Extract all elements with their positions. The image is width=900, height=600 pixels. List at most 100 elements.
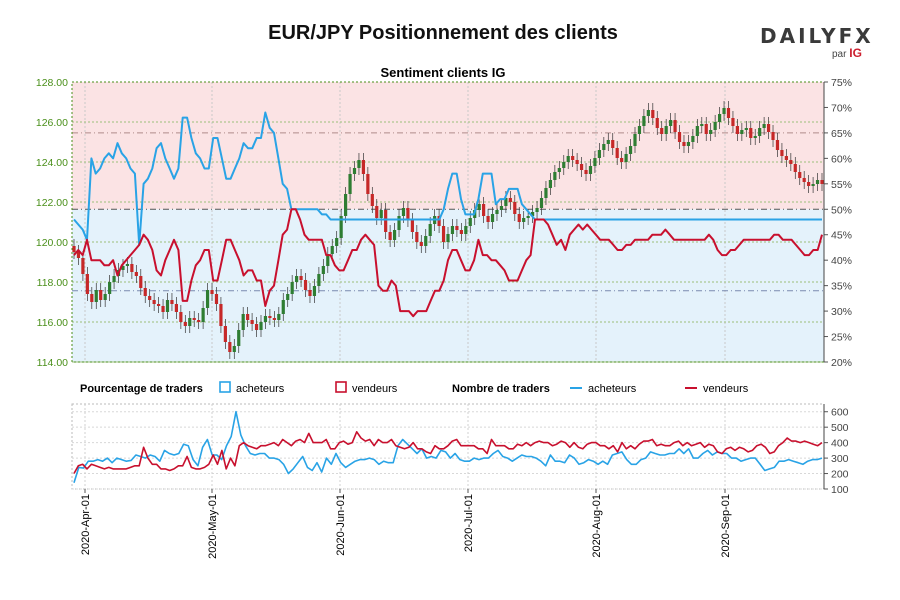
candle-body	[490, 214, 495, 222]
date-tick-label: 2020-Apr-01	[80, 494, 92, 555]
candle-body	[749, 128, 753, 138]
candle-body	[156, 304, 161, 306]
candle-body	[152, 300, 156, 304]
candle-body	[575, 160, 579, 164]
candle-body	[312, 286, 317, 296]
legend-num-buy: acheteurs	[588, 383, 637, 395]
count-tick-label: 600	[831, 407, 849, 419]
candle-body	[179, 312, 183, 322]
candle-body	[188, 318, 192, 326]
candle-body	[646, 110, 650, 116]
candle-body	[72, 246, 76, 252]
legend-pct-title: Pourcentage de traders	[80, 383, 203, 395]
count-tick-label: 100	[831, 484, 849, 496]
candle-body	[379, 210, 383, 218]
candle-body	[651, 110, 655, 118]
candle-body	[375, 206, 379, 218]
candle-body	[219, 304, 223, 326]
candle-body	[566, 156, 570, 162]
candle-body	[571, 156, 575, 160]
date-tick-label: 2020-Aug-01	[591, 494, 603, 558]
price-tick-label: 124.00	[36, 157, 68, 169]
candle-body	[419, 242, 423, 246]
candle-body	[259, 322, 263, 330]
candle-body	[726, 108, 731, 118]
candle-body	[290, 282, 294, 294]
pct-tick-label: 65%	[831, 128, 852, 140]
candle-body	[205, 290, 210, 308]
candle-body	[165, 300, 170, 312]
candle-body	[281, 300, 285, 314]
date-axis: 2020-Apr-01 2020-May-01 2020-Jun-01 2020-Ju…	[80, 489, 732, 559]
candle-body	[246, 314, 250, 320]
candle-body	[197, 320, 201, 322]
candle-body	[753, 136, 757, 138]
candle-body	[459, 230, 463, 234]
candle-body	[357, 160, 361, 168]
candle-body	[655, 118, 659, 128]
candle-body	[486, 216, 490, 222]
candle-body	[758, 128, 762, 136]
candle-body	[295, 276, 299, 282]
candle-body	[348, 174, 352, 194]
candle-body	[335, 238, 339, 246]
candle-body	[744, 128, 748, 130]
candle-body	[557, 168, 561, 172]
count-tick-label: 400	[831, 438, 849, 450]
candle-body	[660, 128, 664, 134]
candle-body	[214, 294, 219, 304]
candle-body	[620, 158, 624, 162]
candle-body	[584, 170, 588, 174]
candle-body	[148, 296, 152, 300]
pct-tick-label: 50%	[831, 204, 852, 216]
candle-body	[513, 202, 517, 214]
date-tick-label: 2020-Sep-01	[720, 494, 732, 558]
date-tick-label: 2020-Jun-01	[335, 494, 347, 556]
candle-body	[722, 108, 726, 114]
candle-body	[771, 132, 775, 140]
candle-body	[192, 318, 196, 320]
candle-body	[85, 274, 89, 294]
candle-body	[343, 194, 348, 216]
candle-body	[201, 308, 205, 322]
sellers-pct-line	[73, 208, 823, 318]
price-tick-label: 114.00	[37, 357, 68, 369]
pct-tick-label: 30%	[831, 306, 852, 318]
buyers-count-line	[73, 410, 823, 484]
candle-body	[602, 144, 606, 150]
candle-body	[691, 136, 695, 142]
candle-body	[455, 226, 459, 230]
candle-body	[397, 216, 401, 230]
candle-body	[263, 316, 268, 322]
candle-body	[228, 342, 232, 352]
candle-body	[352, 168, 357, 174]
candle-body	[780, 150, 784, 156]
candle-body	[508, 198, 512, 202]
candle-body	[682, 142, 686, 146]
candle-body	[669, 120, 673, 126]
candle-body	[628, 146, 633, 154]
candle-body	[775, 140, 780, 150]
price-tick-label: 122.00	[36, 197, 68, 209]
chart-subtitle: Sentiment clients IG	[381, 65, 506, 80]
candle-body	[76, 252, 81, 258]
legend-sell-swatch	[335, 381, 347, 393]
candle-body	[544, 188, 548, 198]
buyers-pct-line	[73, 111, 822, 246]
candle-body	[615, 148, 619, 158]
candle-body	[299, 276, 303, 280]
candle-body	[642, 116, 646, 126]
candle-body	[579, 164, 584, 170]
pct-tick-label: 70%	[831, 102, 852, 114]
candle-body	[482, 204, 486, 216]
candle-body	[606, 140, 610, 144]
date-tick-label: 2020-Jul-01	[463, 494, 475, 552]
candle-body	[504, 198, 508, 206]
dailyfx-logo: DAILYFX par IG	[760, 24, 871, 64]
candle-body	[704, 124, 708, 134]
candle-body	[450, 226, 455, 234]
main-panel: Sentiment clients IG 114.00 116.00 118.00 12…	[36, 65, 852, 369]
trader-count-panel: 100 200 300 400 500 600	[71, 403, 849, 496]
candle-body	[143, 288, 147, 296]
candle-body	[406, 208, 410, 220]
